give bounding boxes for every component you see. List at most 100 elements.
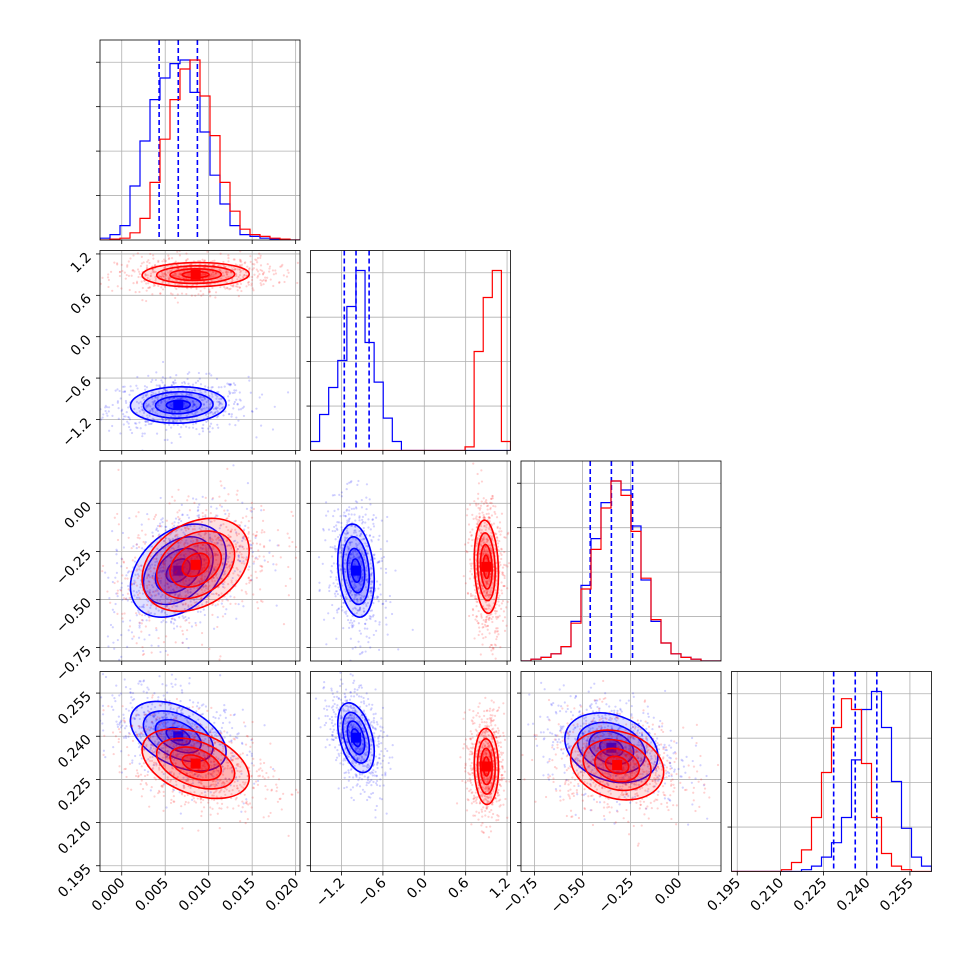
scatter-point <box>232 407 235 410</box>
scatter-point <box>121 408 124 411</box>
scatter-point <box>199 383 203 386</box>
scatter-point <box>203 559 206 563</box>
scatter-point <box>155 594 158 597</box>
scatter-point <box>199 389 202 392</box>
scatter-point <box>369 646 372 649</box>
scatter-point <box>278 280 281 284</box>
scatter-point <box>467 523 471 526</box>
scatter-point <box>158 574 161 577</box>
scatter-point <box>203 754 206 757</box>
scatter-point <box>173 548 176 551</box>
scatter-point <box>203 533 206 536</box>
scatter-point <box>162 619 165 622</box>
scatter-point <box>214 554 217 557</box>
scatter-point <box>157 696 160 699</box>
scatter-point <box>180 553 183 556</box>
scatter-point <box>162 565 165 569</box>
scatter-point <box>107 285 110 289</box>
scatter-point <box>238 524 241 527</box>
scatter-point <box>207 412 210 415</box>
scatter-point <box>111 414 114 417</box>
scatter-point <box>333 547 336 550</box>
scatter-point <box>470 573 474 576</box>
scatter-point <box>220 505 223 508</box>
scatter-point <box>479 653 482 656</box>
scatter-point <box>237 295 240 298</box>
scatter-point <box>178 616 181 619</box>
scatter-point <box>120 692 123 695</box>
scatter-point <box>201 274 204 277</box>
scatter-point <box>203 259 206 262</box>
scatter-point <box>137 546 141 549</box>
scatter-point <box>332 515 335 518</box>
scatter-point <box>476 600 479 604</box>
scatter-point <box>215 732 218 735</box>
scatter-point <box>209 410 213 413</box>
scatter-point <box>264 279 268 282</box>
scatter-point <box>180 539 183 542</box>
scatter-point <box>214 731 217 734</box>
scatter-point <box>203 566 206 569</box>
scatter-point <box>177 601 180 604</box>
scatter-point <box>158 570 161 574</box>
scatter-point <box>201 543 204 547</box>
scatter-point <box>163 260 166 263</box>
scatter-point <box>199 598 202 601</box>
scatter-point <box>108 429 111 432</box>
scatter-point <box>122 546 126 549</box>
scatter-point <box>147 580 150 583</box>
scatter-point <box>335 524 338 527</box>
scatter-point <box>229 383 232 386</box>
scatter-point <box>207 427 210 430</box>
scatter-point <box>495 627 498 630</box>
scatter-point <box>215 558 218 562</box>
scatter-point <box>495 638 498 641</box>
scatter-point <box>248 268 251 271</box>
scatter-point <box>187 409 190 412</box>
scatter-point <box>362 526 365 530</box>
scatter-point <box>162 641 166 644</box>
scatter-point <box>242 275 245 278</box>
scatter-point <box>171 419 174 422</box>
scatter-point <box>249 509 252 512</box>
scatter-point <box>501 599 505 603</box>
scatter-point <box>105 412 108 415</box>
scatter-point <box>250 409 254 413</box>
scatter-point <box>237 603 240 606</box>
scatter-point <box>394 569 397 572</box>
scatter-point <box>204 774 208 777</box>
scatter-point <box>324 539 327 542</box>
scatter-point <box>339 594 342 597</box>
scatter-point <box>134 581 137 584</box>
scatter-point <box>223 509 226 512</box>
scatter-point <box>151 417 154 420</box>
scatter-point <box>158 524 161 527</box>
scatter-point <box>350 541 354 544</box>
scatter-point <box>142 603 145 606</box>
scatter-point <box>237 556 240 559</box>
scatter-point <box>148 278 151 281</box>
scatter-point <box>340 605 343 608</box>
scatter-point <box>173 618 176 621</box>
scatter-point <box>97 404 99 406</box>
scatter-point <box>258 273 261 276</box>
scatter-point <box>194 381 198 384</box>
scatter-point <box>196 775 199 778</box>
scatter-point <box>203 790 207 794</box>
scatter-point <box>339 569 342 572</box>
scatter-point <box>370 586 374 589</box>
scatter-point <box>370 540 373 543</box>
scatter-point <box>245 507 249 510</box>
scatter-point <box>375 597 379 600</box>
scatter-point <box>337 508 340 511</box>
scatter-point <box>107 576 110 579</box>
scatter-point <box>483 516 487 520</box>
scatter-point <box>231 391 235 395</box>
scatter-point <box>170 599 173 602</box>
scatter-point <box>178 706 181 709</box>
scatter-point <box>370 609 374 612</box>
scatter-point <box>339 547 342 550</box>
scatter-point <box>122 418 125 421</box>
scatter-point <box>148 589 151 592</box>
scatter-point <box>379 567 383 570</box>
